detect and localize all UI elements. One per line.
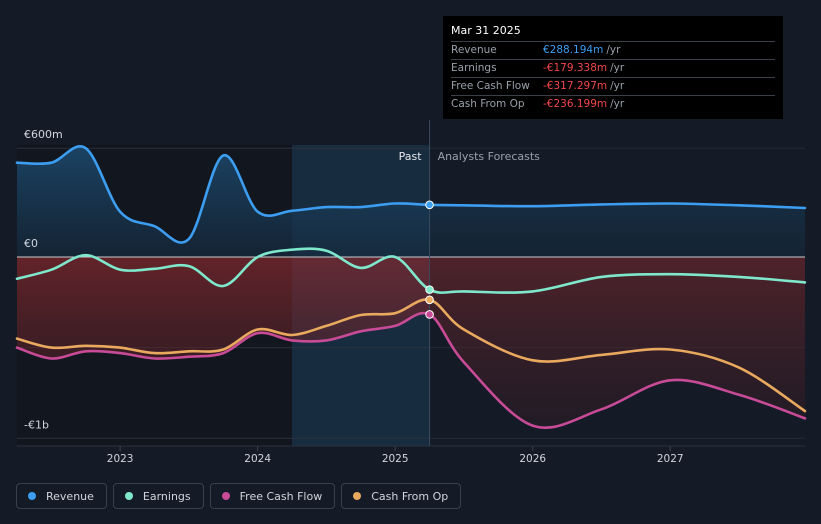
legend-label: Free Cash Flow xyxy=(239,489,323,503)
legend-dot-icon xyxy=(353,492,362,500)
tooltip-unit: /yr xyxy=(610,98,625,110)
legend-label: Revenue xyxy=(46,489,94,503)
data-tooltip: Mar 31 2025 Revenue €288.194m/yr Earning… xyxy=(443,16,783,119)
legend-dot-icon xyxy=(28,492,36,500)
legend-item-earnings[interactable]: Earnings xyxy=(112,483,204,509)
legend-dot-icon xyxy=(124,492,133,500)
series-line-revenue xyxy=(15,145,807,244)
tooltip-row-revenue: Revenue €288.194m/yr xyxy=(451,42,775,60)
chart-legend: Revenue Earnings Free Cash Flow Cash Fro… xyxy=(16,483,462,509)
legend-label: Cash From Op xyxy=(371,489,449,503)
marker-cash-from-op xyxy=(425,295,434,305)
legend-item-free-cash-flow[interactable]: Free Cash Flow xyxy=(209,483,336,509)
legend-item-revenue[interactable]: Revenue xyxy=(16,483,107,509)
marker-revenue xyxy=(425,200,434,210)
series-line-cash-from-op xyxy=(15,298,807,413)
tooltip-value: -€236.199m xyxy=(543,98,608,110)
legend-dot-icon xyxy=(221,492,230,500)
forecast-dim xyxy=(429,145,805,446)
x-tick-label: 2023 xyxy=(107,453,134,465)
marker-earnings xyxy=(425,285,434,294)
forecast-label: Analysts Forecasts xyxy=(438,150,541,163)
past-label: Past xyxy=(399,150,423,163)
tooltip-unit: /yr xyxy=(606,44,621,56)
tooltip-value: -€179.338m xyxy=(543,62,608,74)
tooltip-row-cash-from-op: Cash From Op -€236.199m/yr xyxy=(451,96,775,113)
x-tick-label: 2025 xyxy=(382,453,409,465)
x-tick-label: 2024 xyxy=(244,453,271,465)
tooltip-label: Revenue xyxy=(451,44,497,56)
marker-free-cash-flow xyxy=(425,310,434,319)
tooltip-value: €288.194m xyxy=(543,44,604,56)
series-line-free-cash-flow xyxy=(15,311,807,429)
y-tick-label: €0 xyxy=(24,237,38,250)
tooltip-unit: /yr xyxy=(610,80,625,92)
tooltip-label: Cash From Op xyxy=(451,98,525,110)
x-tick-label: 2026 xyxy=(519,453,546,465)
tooltip-label: Earnings xyxy=(451,62,497,74)
tooltip-unit: /yr xyxy=(610,62,625,74)
tooltip-row-earnings: Earnings -€179.338m/yr xyxy=(451,60,775,78)
y-tick-label: -€1b xyxy=(24,418,49,431)
tooltip-date: Mar 31 2025 xyxy=(451,23,775,42)
legend-item-cash-from-op[interactable]: Cash From Op xyxy=(341,483,462,509)
x-tick-label: 2027 xyxy=(657,453,684,465)
tooltip-value: -€317.297m xyxy=(543,80,608,92)
negative-area xyxy=(17,257,805,428)
tooltip-label: Free Cash Flow xyxy=(451,80,530,92)
y-tick-label: €600m xyxy=(24,128,63,141)
series-line-earnings xyxy=(15,247,807,294)
tooltip-row-free-cash-flow: Free Cash Flow -€317.297m/yr xyxy=(451,78,775,96)
legend-label: Earnings xyxy=(142,489,191,503)
